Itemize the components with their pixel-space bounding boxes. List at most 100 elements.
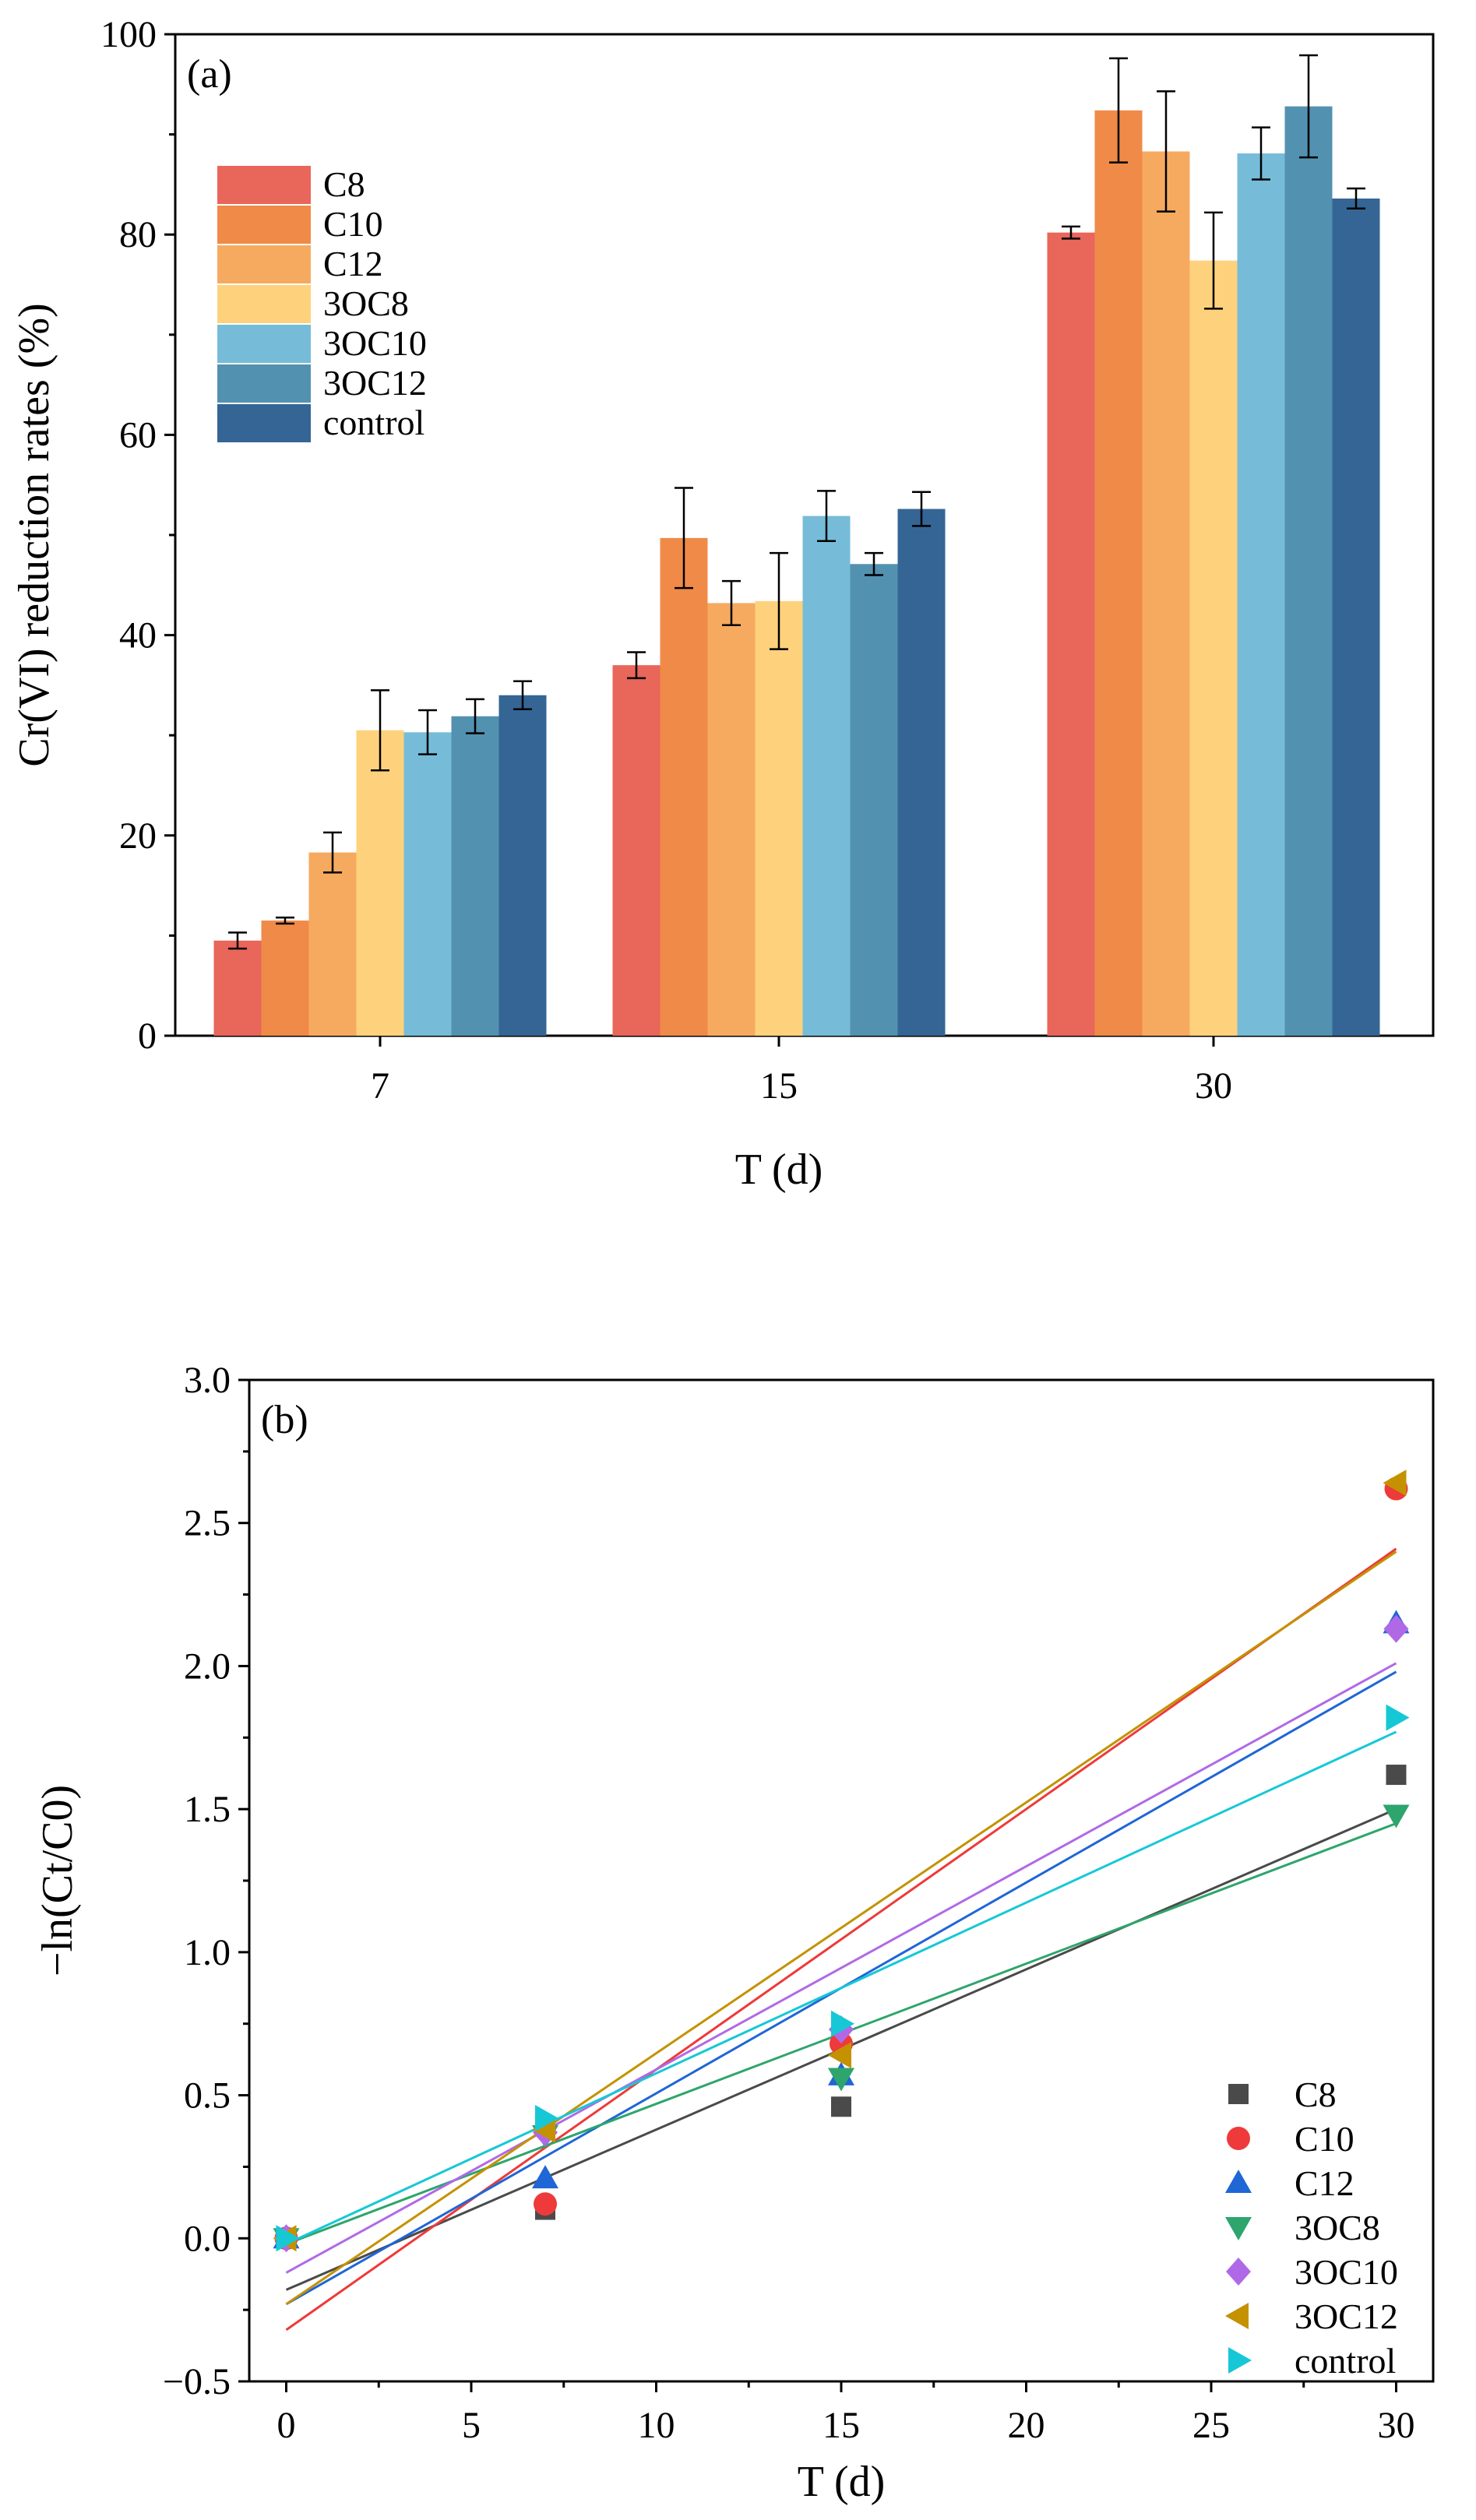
fit-line-c10 (285, 1547, 1397, 2332)
bar-control-15 (897, 509, 946, 1036)
bar-c12-15 (707, 603, 756, 1036)
legend-label-c10: C10 (1295, 2119, 1354, 2159)
bar-c12-7 (308, 852, 357, 1036)
fit-line-3oc10 (285, 1662, 1397, 2274)
y-tick-label-b: 1.0 (184, 1932, 231, 1973)
legend-swatch-3oc12 (216, 363, 312, 404)
bar-c8-7 (213, 940, 262, 1036)
bar-c10-15 (660, 537, 708, 1036)
legend-label-c10: C10 (323, 204, 383, 244)
legend-label-c12: C12 (323, 244, 383, 283)
legend-label-control: control (323, 403, 424, 442)
x-axis-title-b: T (d) (798, 2458, 886, 2506)
point-3oc10-t30 (1383, 1614, 1409, 1643)
bar-3oc10-7 (403, 732, 452, 1036)
y-tick-label-b: 2.0 (184, 1645, 231, 1687)
point-3oc8-t15 (828, 2068, 854, 2092)
y-tick-label-b: 0.0 (184, 2218, 231, 2259)
fit-line-3oc12 (285, 1550, 1397, 2306)
y-tick-label-b: 0.5 (184, 2075, 231, 2117)
bar-3oc8-7 (356, 730, 404, 1036)
legend-swatch-3oc8 (216, 283, 312, 325)
legend-marker-c10 (1227, 2127, 1250, 2150)
x-tick-label-b: 5 (462, 2405, 481, 2446)
x-axis-ticks: 0 5 10 15 20 25 30 (277, 2381, 1415, 2446)
legend-label-3oc12: 3OC12 (1295, 2297, 1398, 2336)
x-tick-label-b: 25 (1192, 2405, 1230, 2446)
y-tick-label-a: 60 (119, 414, 157, 456)
x-tick-label-b: 0 (277, 2405, 296, 2446)
point-c8-t30 (1386, 1765, 1407, 1786)
bar-control-7 (498, 695, 547, 1036)
legend-marker-3oc8 (1225, 2217, 1252, 2240)
y-tick-label-a: 100 (100, 14, 157, 55)
kinetics-chart-panel: −0.5 0.0 0.5 1.0 1.5 2.0 2.5 3.0 0 5 10 15 20 25 30 (… (33, 1360, 1435, 2506)
point-3oc12-t30 (1383, 1469, 1407, 1497)
point-control-t0 (276, 2225, 300, 2252)
bar-c10-30 (1094, 110, 1143, 1037)
y-tick-label-a: 40 (119, 615, 157, 656)
legend-swatch-c8 (216, 164, 312, 206)
point-control-t15 (831, 2010, 854, 2037)
point-c10-t7 (534, 2192, 557, 2216)
y-axis-title-b: −ln(Ct/C0) (33, 1785, 82, 1976)
x-tick-label-b: 15 (823, 2405, 860, 2446)
legend-label-3oc10: 3OC10 (1295, 2252, 1398, 2292)
bar-control-30 (1332, 198, 1380, 1036)
y-tick-label-b: 3.0 (184, 1360, 231, 1401)
x-tick-label-b: 30 (1378, 2405, 1415, 2446)
legend-swatch-c12 (216, 244, 312, 285)
point-control-t30 (1386, 1704, 1410, 1731)
y-tick-label-b: −0.5 (163, 2361, 231, 2402)
bar-c8-30 (1047, 232, 1095, 1037)
legend-marker-c12 (1225, 2170, 1252, 2193)
y-axis-title-a: Cr(VI) reduction rates (%) (10, 303, 58, 767)
panel-label-a: (a) (187, 52, 232, 97)
legend-label-3oc10: 3OC10 (323, 323, 427, 363)
fit-line-control (285, 1730, 1397, 2245)
bar-3oc12-7 (451, 716, 499, 1036)
bar-3oc12-15 (850, 564, 898, 1036)
y-axis-ticks: 0 20 40 60 80 100 (100, 14, 175, 1057)
legend-marker-control (1228, 2347, 1252, 2374)
legend-label-3oc8: 3OC8 (1295, 2208, 1380, 2247)
legend-swatch-control (216, 403, 312, 444)
y-tick-label-b: 2.5 (184, 1503, 231, 1544)
legend-swatch-3oc10 (216, 323, 312, 364)
x-tick-label-b: 20 (1008, 2405, 1045, 2446)
bar-3oc8-30 (1189, 260, 1238, 1036)
data-points-group (273, 1469, 1410, 2253)
bar-3oc12-30 (1284, 106, 1333, 1036)
x-tick-label-a: 15 (760, 1065, 798, 1107)
legend-label-c8: C8 (323, 164, 365, 204)
y-axis-ticks: −0.5 0.0 0.5 1.0 1.5 2.0 2.5 3.0 (163, 1360, 249, 2402)
y-tick-label-b: 1.5 (184, 1789, 231, 1830)
legend-marker-c8 (1228, 2084, 1249, 2104)
bar-c12-30 (1142, 151, 1190, 1036)
point-c12-t7 (532, 2165, 558, 2189)
legend-swatch-c10 (216, 204, 312, 245)
legend-label-c8: C8 (1295, 2075, 1337, 2114)
legend-label-control: control (1295, 2341, 1396, 2381)
panel-label-b: (b) (261, 1398, 308, 1442)
y-tick-label-a: 0 (138, 1015, 157, 1057)
x-tick-label-a: 7 (371, 1065, 389, 1107)
bar-3oc10-15 (802, 516, 851, 1036)
bars-group (213, 54, 1380, 1037)
x-axis-title-a: T (d) (735, 1146, 823, 1194)
point-c8-t15 (831, 2096, 851, 2117)
legend-label-3oc8: 3OC8 (323, 283, 409, 323)
legend-label-c12: C12 (1295, 2163, 1354, 2203)
point-control-t7 (535, 2104, 558, 2131)
bar-c8-15 (612, 665, 661, 1036)
x-axis-ticks: 7 15 30 (371, 1036, 1232, 1107)
legend-marker-3oc12 (1225, 2303, 1249, 2329)
bar-c10-7 (261, 920, 309, 1036)
fit-lines-group (285, 1547, 1397, 2332)
x-tick-label-a: 30 (1195, 1065, 1232, 1107)
bar-chart-panel: 0 20 40 60 80 100 7 15 30 (a) T (d) Cr(VI) redu… (10, 14, 1435, 1194)
legend-label-3oc12: 3OC12 (323, 363, 427, 403)
